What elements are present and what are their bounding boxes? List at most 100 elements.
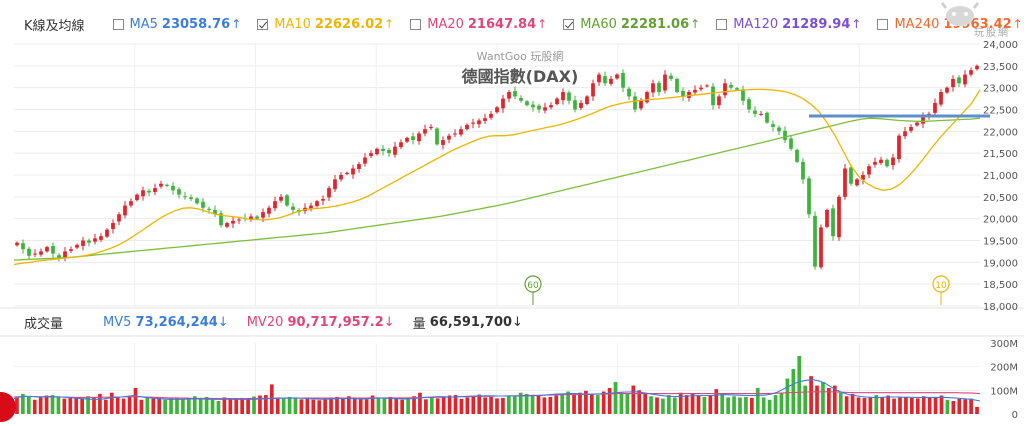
candle-body — [939, 92, 943, 105]
candle-body — [657, 82, 661, 93]
candle-body — [57, 255, 61, 258]
ma120-checkbox[interactable] — [716, 18, 728, 30]
price-tick-label: 20,000 — [983, 215, 1018, 226]
candle-body — [531, 104, 535, 108]
volume-bar — [429, 397, 434, 414]
candle-body — [765, 112, 769, 123]
volume-bar — [536, 395, 541, 414]
wantgoo-logo[interactable]: 玩股網 — [910, 2, 1010, 39]
volume-bar — [749, 397, 754, 414]
volume-bar — [192, 396, 197, 414]
candle-body — [711, 86, 715, 106]
volume-bar — [744, 396, 748, 414]
candle-body — [891, 157, 895, 166]
volume-tick-label: 200M — [990, 363, 1018, 374]
legend-item-ma5[interactable]: MA5 23058.76 ↑ — [112, 17, 242, 32]
volume-bar — [133, 387, 138, 414]
chart-title: 德國指數(DAX) — [462, 67, 579, 86]
legend-item-ma120[interactable]: MA120 21289.94 ↑ — [716, 17, 861, 32]
candle-body — [963, 74, 967, 85]
candle-body — [843, 168, 847, 197]
candle-body — [291, 206, 295, 210]
volume-bar — [957, 398, 962, 414]
candle-body — [717, 96, 721, 106]
watermark-brand: WantGoo 玩股網 — [477, 49, 564, 63]
ma60-checkbox[interactable] — [563, 18, 575, 30]
volume-bar — [678, 392, 683, 414]
candle-body — [675, 78, 679, 93]
legend-item-mv5: MV5 73,264,244 ↓ — [103, 315, 229, 330]
candle-body — [603, 76, 607, 84]
volume-bar — [489, 396, 493, 414]
ma240-checkbox[interactable] — [877, 18, 889, 30]
volume-bar — [566, 391, 570, 414]
candle-body — [597, 74, 601, 83]
volume-bar — [507, 396, 511, 414]
volume-bar — [323, 398, 327, 414]
candle-body — [231, 220, 235, 224]
candle-body — [33, 253, 37, 255]
candle-body — [969, 70, 973, 75]
volume-bar — [643, 392, 647, 414]
volume-bar — [317, 400, 322, 414]
price-tick-label: 19,500 — [983, 237, 1018, 248]
candle-body — [807, 178, 811, 215]
candle-body — [387, 149, 391, 154]
volume-bar — [335, 396, 339, 414]
candle-body — [273, 201, 277, 209]
ma10-checkbox[interactable] — [257, 18, 269, 30]
candle-body — [105, 229, 109, 237]
price-tick-label: 18,000 — [983, 302, 1018, 313]
candle-body — [501, 98, 505, 109]
candle-body — [45, 247, 49, 252]
candle-body — [489, 113, 493, 118]
candle-body — [573, 100, 577, 110]
volume-bar — [726, 397, 730, 414]
volume-bar — [121, 398, 126, 414]
volume-value: 66,591,700 — [429, 314, 513, 330]
volume-bar — [234, 399, 239, 414]
volume-bar — [886, 395, 890, 414]
mv20-label: MV20 — [246, 314, 284, 330]
candle-body — [885, 159, 889, 167]
volume-bar — [299, 399, 304, 414]
volume-bar — [832, 385, 837, 414]
volume-bar — [868, 396, 873, 414]
candle-body — [351, 168, 355, 175]
candle-body — [789, 138, 793, 149]
marker-label: 60 — [527, 281, 539, 291]
volume-bar — [204, 396, 209, 414]
mv20-arrow-icon: ↓ — [383, 314, 395, 330]
volume-bar — [163, 399, 167, 414]
volume-bar — [62, 398, 67, 414]
candle-body — [831, 208, 835, 237]
ma5-checkbox[interactable] — [112, 18, 124, 30]
candle-body — [537, 105, 541, 110]
volume-bar — [186, 399, 191, 414]
ma5-arrow-icon: ↑ — [231, 17, 242, 31]
volume-bar — [518, 392, 523, 414]
volume-bar — [441, 396, 446, 414]
candle-body — [363, 157, 367, 164]
volume-bar — [400, 399, 405, 414]
floating-action-icon[interactable] — [0, 392, 16, 422]
candle-body — [207, 208, 211, 210]
bull-bear-logo-icon — [940, 2, 980, 26]
candle-body — [519, 97, 523, 101]
ma20-checkbox[interactable] — [410, 18, 422, 30]
volume-bar — [601, 391, 606, 414]
legend-item-ma20[interactable]: MA20 21647.84 ↑ — [410, 17, 547, 32]
volume-label: 量 — [412, 316, 426, 332]
volume-bar — [951, 400, 956, 414]
volume-bar — [447, 395, 452, 414]
legend-item-ma10[interactable]: MA10 22626.02 ↑ — [257, 17, 394, 32]
volume-bar — [838, 392, 843, 414]
candle-body — [237, 219, 241, 221]
candle-body — [327, 188, 331, 198]
volume-bar — [418, 392, 422, 414]
volume-bar — [945, 399, 950, 414]
candle-body — [861, 175, 865, 180]
candle-body — [465, 124, 469, 130]
legend-item-ma60[interactable]: MA60 22281.06 ↑ — [563, 17, 700, 32]
